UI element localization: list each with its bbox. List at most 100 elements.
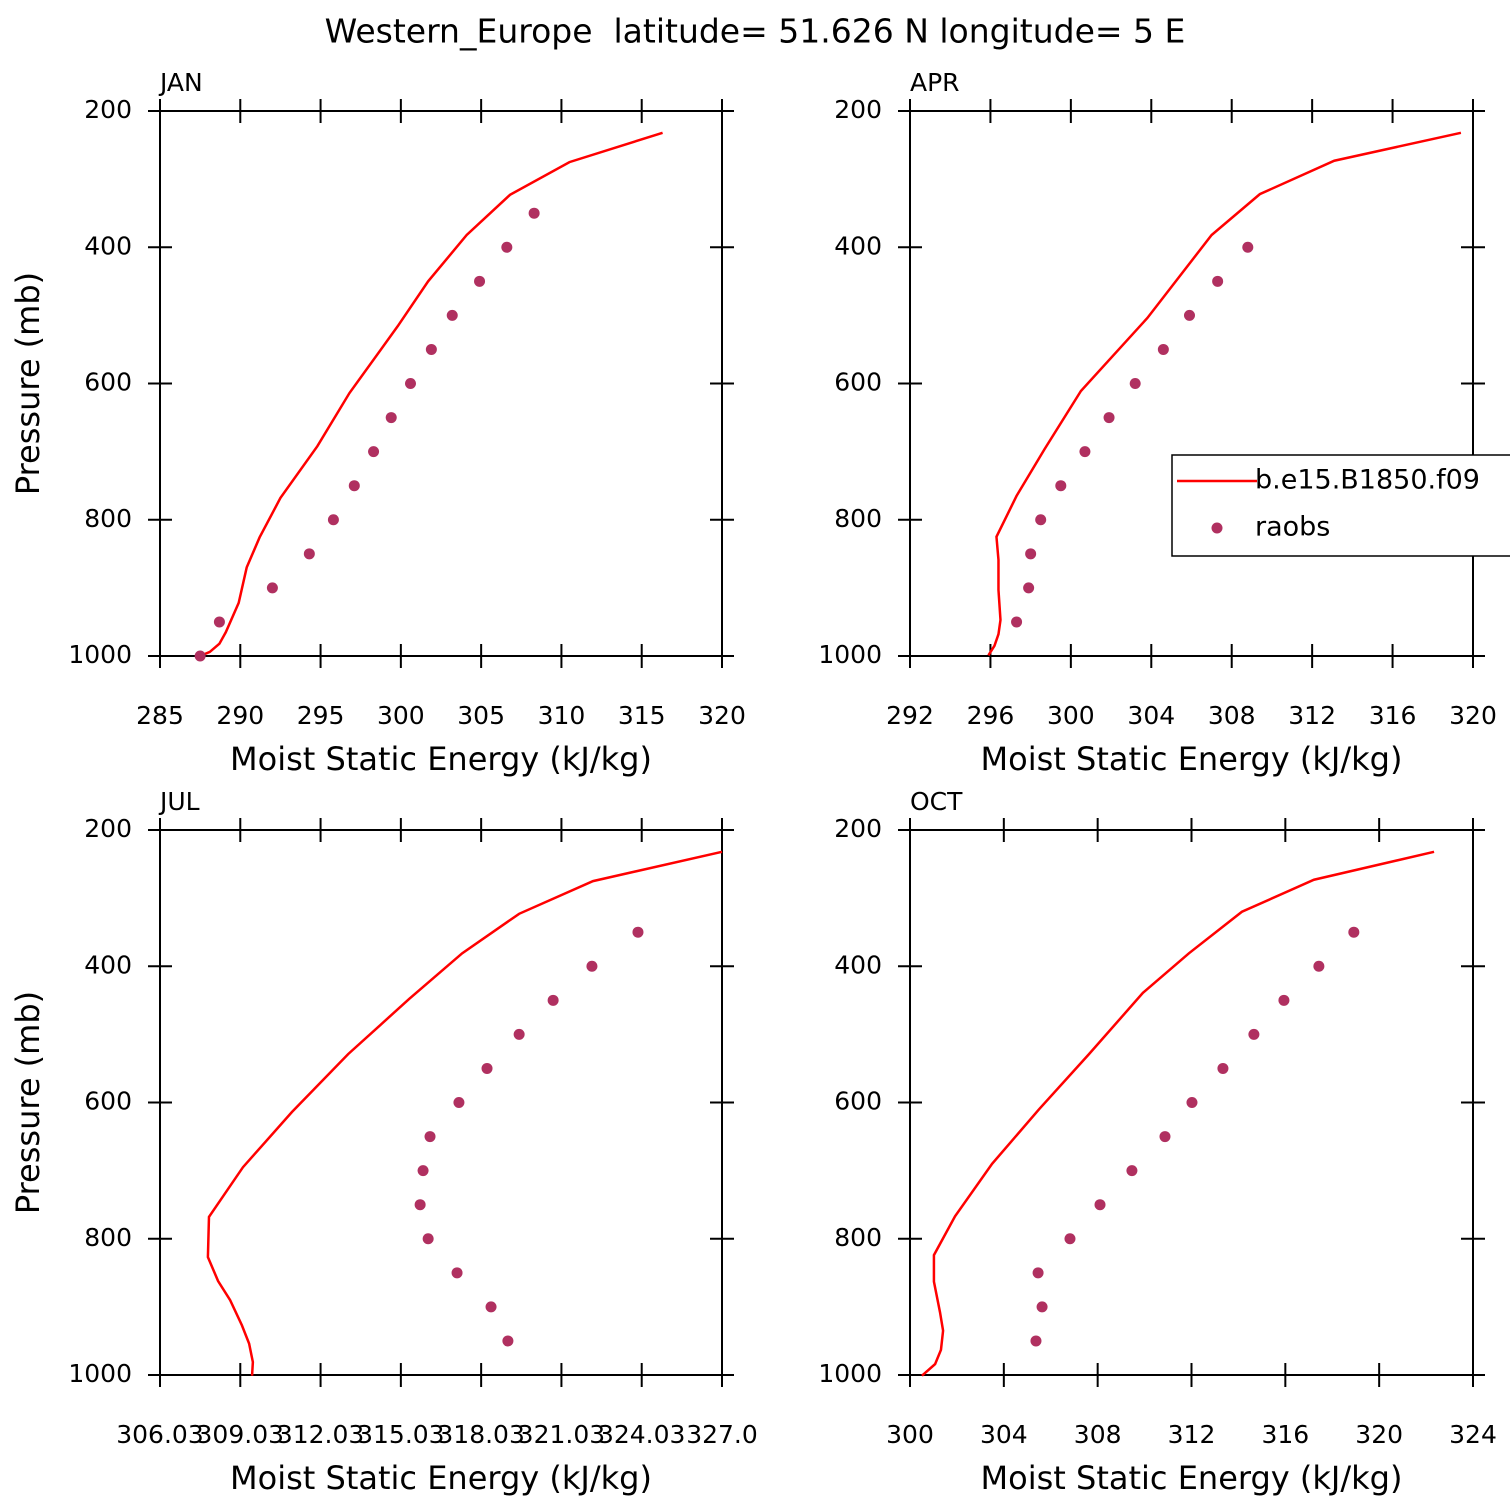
obs-dot <box>481 1062 493 1074</box>
obs-dot <box>368 446 380 458</box>
y-tick-label: 800 <box>834 1223 882 1252</box>
obs-dot <box>1126 1165 1138 1177</box>
y-tick-label: 1000 <box>68 640 132 669</box>
y-tick-label: 400 <box>834 950 882 979</box>
obs-dot <box>1035 514 1047 526</box>
obs-dot <box>213 616 225 628</box>
y-tick-label: 400 <box>84 950 132 979</box>
x-tick-label: 320 <box>1355 1420 1403 1449</box>
obs-dot <box>547 994 559 1006</box>
x-tick-label: 305 <box>457 701 505 730</box>
x-tick-label: 310 <box>538 701 586 730</box>
figure-title: Western_Europe latitude= 51.626 N longit… <box>325 12 1186 51</box>
y-axis-label: Pressure (mb) <box>9 991 47 1214</box>
obs-dot <box>266 582 278 594</box>
obs-dot <box>502 1335 514 1347</box>
y-tick-label: 600 <box>84 1087 132 1116</box>
obs-dot <box>1055 480 1067 492</box>
panel-title: APR <box>910 68 960 97</box>
legend-label: b.e15.B1850.f09 <box>1255 465 1480 496</box>
y-tick-label: 200 <box>834 814 882 843</box>
x-tick-label: 300 <box>1047 701 1095 730</box>
obs-dot <box>404 378 416 389</box>
obs-dot <box>474 275 486 287</box>
y-tick-label: 800 <box>84 504 132 533</box>
x-tick-label: 295 <box>297 701 345 730</box>
x-tick-label: 320 <box>698 701 746 730</box>
x-axis-label: Moist Static Energy (kJ/kg) <box>230 740 652 778</box>
x-axis-label: Moist Static Energy (kJ/kg) <box>981 1459 1403 1497</box>
x-tick-label: 324.03 <box>598 1420 685 1449</box>
x-axis-label: Moist Static Energy (kJ/kg) <box>230 1459 652 1497</box>
obs-dot <box>586 960 598 972</box>
obs-dot <box>1242 241 1254 253</box>
y-tick-label: 1000 <box>818 640 882 669</box>
y-tick-label: 200 <box>84 95 132 124</box>
obs-dot <box>1032 1267 1044 1279</box>
obs-dot <box>453 1097 465 1108</box>
panel-title: JUL <box>158 787 200 816</box>
profile-line <box>987 131 1462 656</box>
y-tick-label: 600 <box>834 368 882 397</box>
y-tick-label: 1000 <box>68 1359 132 1388</box>
obs-dot <box>528 207 540 219</box>
obs-dot <box>1278 994 1290 1006</box>
obs-dot <box>303 548 315 560</box>
panel-title: OCT <box>910 787 963 816</box>
obs-dot <box>1248 1028 1260 1040</box>
legend-dot <box>1211 522 1223 534</box>
x-tick-label: 312 <box>1288 701 1336 730</box>
legend-box <box>1171 454 1510 557</box>
y-tick-label: 600 <box>84 368 132 397</box>
obs-dot <box>1036 1301 1048 1313</box>
x-axis-label: Moist Static Energy (kJ/kg) <box>981 740 1403 778</box>
obs-dot <box>1094 1199 1106 1211</box>
y-axis-label: Pressure (mb) <box>9 272 47 495</box>
x-tick-label: 312 <box>1168 1420 1216 1449</box>
y-tick-label: 600 <box>834 1087 882 1116</box>
obs-dot <box>1313 960 1325 972</box>
x-tick-label: 318.03 <box>437 1420 524 1449</box>
obs-dot <box>1025 548 1037 560</box>
obs-dot <box>1129 378 1141 389</box>
obs-dot <box>1023 582 1035 594</box>
obs-dot <box>417 1165 429 1177</box>
x-tick-label: 315.03 <box>357 1420 444 1449</box>
obs-dot <box>327 514 339 526</box>
x-tick-label: 324 <box>1449 1420 1497 1449</box>
x-tick-label: 300 <box>886 1420 934 1449</box>
profile-line <box>206 850 723 1376</box>
obs-dot <box>424 1131 436 1143</box>
x-tick-label: 316 <box>1369 701 1417 730</box>
x-tick-label: 290 <box>216 701 264 730</box>
x-tick-label: 309.03 <box>197 1420 284 1449</box>
obs-dot <box>1348 926 1360 938</box>
x-tick-label: 320 <box>1449 701 1497 730</box>
obs-dot <box>501 241 513 253</box>
obs-dot <box>446 309 458 321</box>
y-tick-label: 200 <box>84 814 132 843</box>
x-tick-label: 308 <box>1074 1420 1122 1449</box>
obs-dot <box>425 343 437 355</box>
obs-dot <box>1157 343 1169 355</box>
profile-line <box>921 850 1435 1377</box>
obs-dot <box>1030 1335 1042 1347</box>
profile-line <box>199 131 663 658</box>
obs-dot <box>348 480 360 492</box>
x-tick-label: 300 <box>377 701 425 730</box>
y-tick-label: 1000 <box>818 1359 882 1388</box>
obs-dot <box>1103 412 1115 424</box>
y-tick-label: 800 <box>834 504 882 533</box>
obs-dot <box>485 1301 497 1313</box>
y-tick-label: 400 <box>84 231 132 260</box>
x-tick-label: 315 <box>618 701 666 730</box>
x-tick-label: 296 <box>967 701 1015 730</box>
y-tick-label: 800 <box>84 1223 132 1252</box>
x-tick-label: 312.03 <box>277 1420 364 1449</box>
obs-dot <box>1186 1097 1198 1108</box>
obs-dot <box>1159 1131 1171 1143</box>
obs-dot <box>385 412 397 424</box>
panel-title: JAN <box>158 68 203 97</box>
